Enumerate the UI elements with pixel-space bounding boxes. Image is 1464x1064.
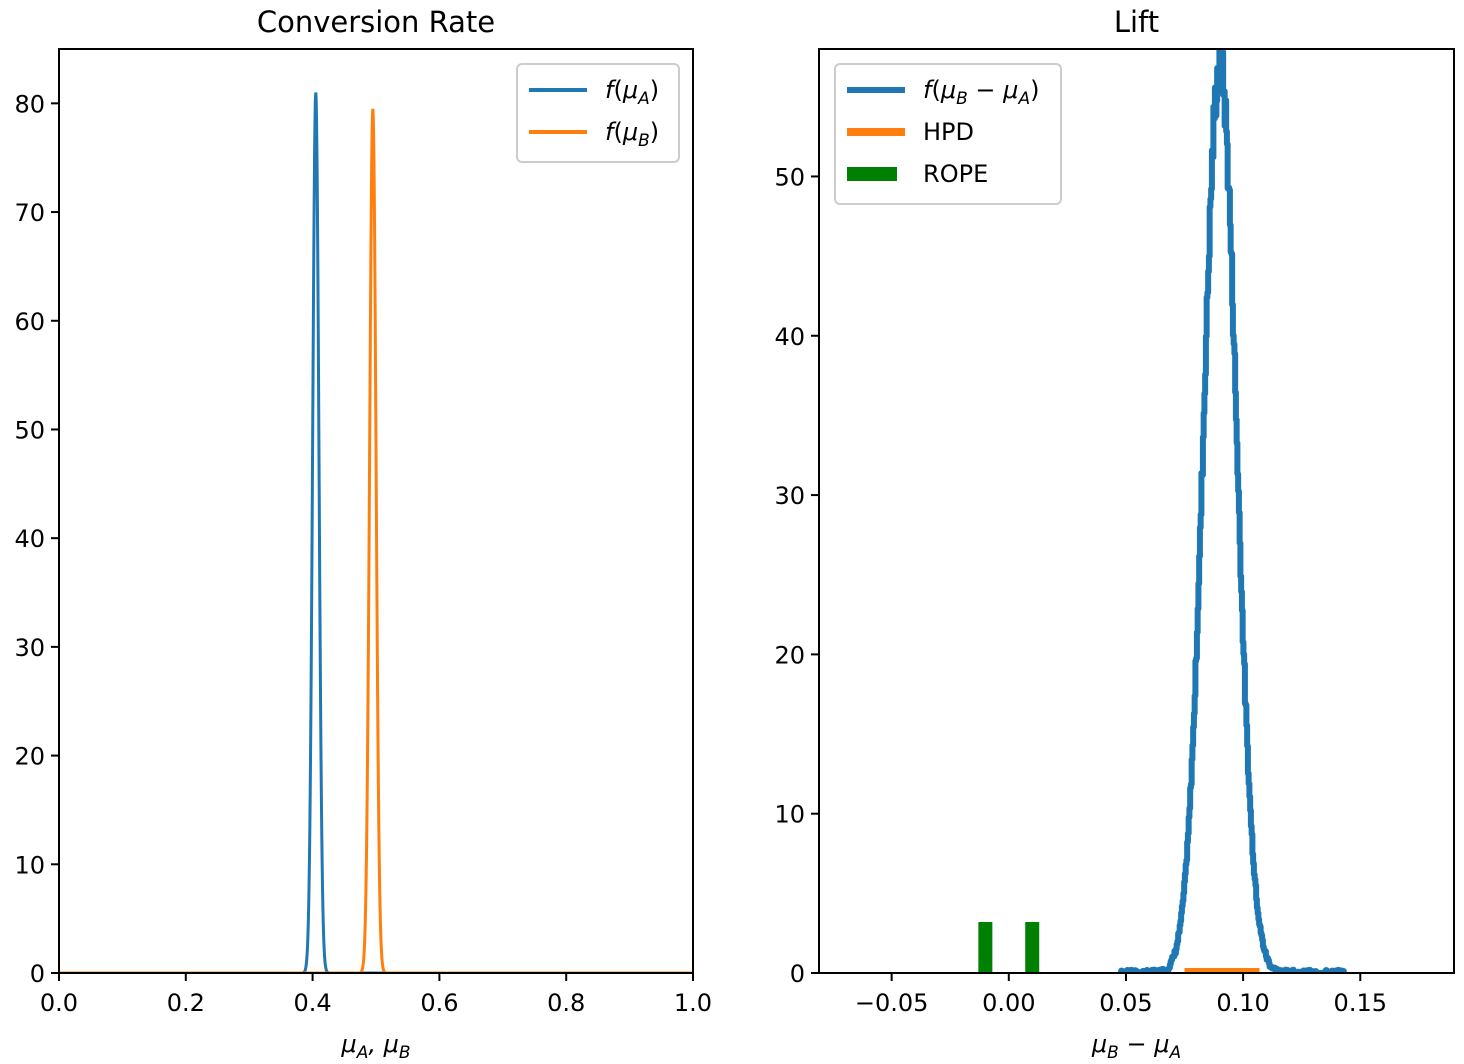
chart-title: Conversion Rate — [257, 5, 495, 39]
y-tick-label: 20 — [774, 641, 805, 669]
lift-histogram — [1116, 49, 1347, 973]
series-line-2 — [59, 108, 693, 973]
x-tick-label: 0.8 — [547, 989, 585, 1017]
legend: f(μB − μA) HPD ROPE — [834, 63, 1062, 205]
legend-label: HPD — [923, 118, 974, 146]
axes-frame — [818, 48, 1455, 974]
x-tick-label: 0.00 — [982, 989, 1035, 1017]
y-tick-label: 50 — [774, 163, 805, 191]
legend: f(μA) f(μB) — [516, 63, 680, 163]
panel-1: Conversion Rate 0.0 0.2 0.4 0.6 0.8 1.0 0 10 20 30… — [14, 5, 712, 1063]
x-axis-label: μA, μB — [340, 1030, 410, 1063]
x-tick-label: 0.4 — [294, 989, 332, 1017]
x-tick-label: 0.2 — [167, 989, 205, 1017]
legend-label: ROPE — [923, 160, 988, 188]
y-tick-label: 60 — [14, 308, 45, 336]
chart-title: Lift — [1114, 5, 1159, 39]
y-tick-label: 30 — [14, 634, 45, 662]
panel-2: Lift −0.05 0.00 0.05 0.10 0.15 0 10 20 30 40 50 μB −… — [774, 5, 1455, 1063]
y-tick-label: 10 — [14, 851, 45, 879]
legend-label: f(μB) — [605, 118, 659, 151]
x-tick-label: −0.05 — [855, 989, 929, 1017]
x-axis-label: μB − μA — [1091, 1030, 1181, 1063]
x-tick-label: 0.15 — [1334, 989, 1387, 1017]
y-tick-label: 0 — [30, 960, 45, 988]
x-tick-label: 0.6 — [420, 989, 458, 1017]
x-tick-label: 1.0 — [674, 989, 712, 1017]
y-tick-label: 20 — [14, 743, 45, 771]
plot-area — [59, 92, 693, 973]
x-tick-label: 0.0 — [40, 989, 78, 1017]
axes-frame — [58, 48, 694, 974]
y-tick-label: 40 — [774, 323, 805, 351]
y-tick-label: 30 — [774, 482, 805, 510]
y-tick-label: 0 — [790, 960, 805, 988]
y-tick-label: 80 — [14, 90, 45, 118]
y-tick-label: 50 — [14, 416, 45, 444]
y-tick-label: 40 — [14, 525, 45, 553]
y-tick-label: 10 — [774, 801, 805, 829]
x-tick-label: 0.05 — [1099, 989, 1152, 1017]
legend-label: f(μB − μA) — [923, 76, 1039, 109]
x-tick-label: 0.10 — [1216, 989, 1269, 1017]
y-tick-label: 70 — [14, 199, 45, 227]
legend-label: f(μA) — [605, 76, 659, 109]
